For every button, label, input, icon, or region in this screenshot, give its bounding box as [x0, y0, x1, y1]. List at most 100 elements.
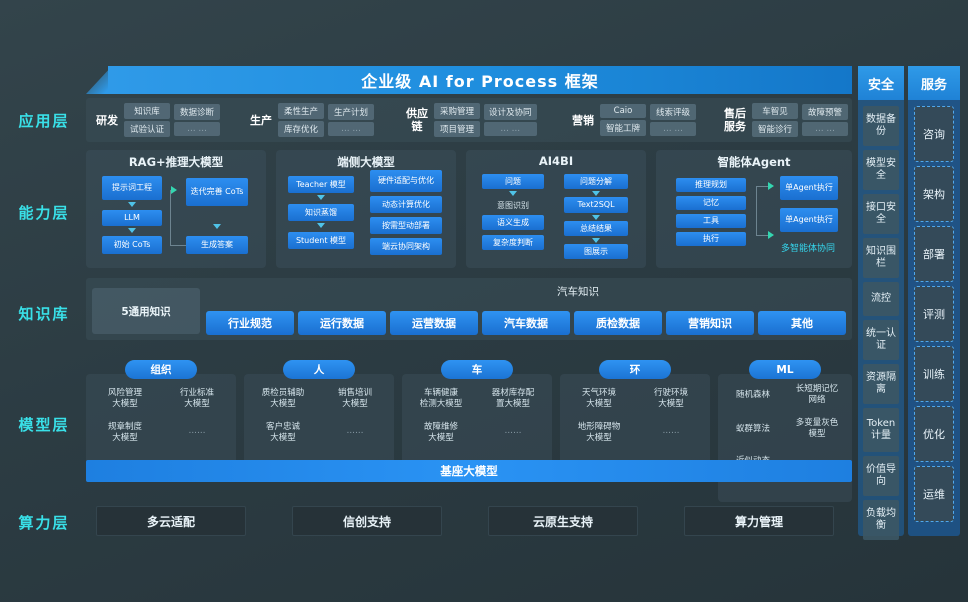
service-item-optimization[interactable]: 优化: [914, 406, 954, 462]
model-card-organization[interactable]: 风险管理 大模型 规章制度 大模型 行业标准 大模型 ……: [86, 374, 236, 472]
cap-node[interactable]: 初始 CoTs: [102, 236, 162, 254]
app-chip[interactable]: Caio: [600, 104, 646, 118]
model-card-vehicle[interactable]: 车辆健康 检测大模型 故障维修 大模型 器材库存配 置大模型 ……: [402, 374, 552, 472]
service-item-training[interactable]: 训练: [914, 346, 954, 402]
model-item[interactable]: 行驶环境 大模型: [653, 388, 688, 409]
app-chip[interactable]: 智能工牌: [600, 120, 646, 136]
cap-node[interactable]: 复杂度判断: [482, 235, 544, 250]
security-item-value[interactable]: 价值导向: [863, 456, 899, 496]
capability-card-agent[interactable]: 智能体Agent 推理规划 记忆 工具 执行 单Agent执行 单Agent执行…: [656, 150, 852, 268]
cap-node[interactable]: 问题: [482, 174, 544, 189]
app-group-production[interactable]: 生产 柔性生产 库存优化 生产计划 … …: [248, 102, 378, 138]
cap-node[interactable]: 单Agent执行: [780, 208, 838, 232]
model-item[interactable]: 客户忠诚 大模型: [265, 422, 300, 443]
compute-chip-cloudnative[interactable]: 云原生支持: [488, 506, 638, 536]
model-card-environment[interactable]: 天气环境 大模型 地形障碍物 大模型 行驶环境 大模型 ……: [560, 374, 710, 472]
app-chip[interactable]: 项目管理: [434, 121, 480, 137]
cap-node[interactable]: 生成答案: [186, 236, 248, 254]
model-item[interactable]: 多变量灰色 模型: [795, 418, 839, 439]
cap-node[interactable]: 图展示: [564, 244, 628, 259]
model-item[interactable]: 随机森林: [735, 390, 770, 400]
app-chip[interactable]: 设计及协同: [484, 104, 537, 120]
model-item[interactable]: 长短期记忆 网络: [795, 384, 839, 405]
compute-chip-xinchuang[interactable]: 信创支持: [292, 506, 442, 536]
app-chip[interactable]: 柔性生产: [278, 103, 324, 119]
service-item-operations[interactable]: 运维: [914, 466, 954, 522]
model-pill-people[interactable]: 人: [283, 360, 355, 379]
app-chip[interactable]: 故障预警: [802, 104, 848, 120]
app-chip[interactable]: 采购管理: [434, 103, 480, 119]
app-group-marketing[interactable]: 营销 Caio 智能工牌 线索评级 … …: [570, 102, 700, 138]
model-item[interactable]: 故障维修 大模型: [423, 422, 458, 443]
security-item-token[interactable]: Token计量: [863, 408, 899, 452]
security-item-backup[interactable]: 数据备份: [863, 106, 899, 146]
cap-node[interactable]: 端云协同架构: [370, 238, 442, 255]
cap-node[interactable]: 记忆: [676, 196, 746, 210]
security-item-api[interactable]: 接口安全: [863, 194, 899, 234]
cap-node[interactable]: 总结结果: [564, 221, 628, 236]
knowledge-chip[interactable]: 汽车数据: [482, 311, 570, 335]
cap-node[interactable]: 单Agent执行: [780, 176, 838, 200]
app-chip[interactable]: 智能诊行: [752, 121, 798, 137]
cap-node[interactable]: Text2SQL: [564, 197, 628, 213]
model-item[interactable]: 规章制度 大模型: [107, 422, 142, 443]
capability-card-edge-model[interactable]: 端侧大模型 Teacher 模型 知识蒸馏 Student 模型 硬件适配与优化…: [276, 150, 456, 268]
security-item-isolation[interactable]: 资源隔离: [863, 364, 899, 404]
service-item-architecture[interactable]: 架构: [914, 166, 954, 222]
model-item[interactable]: 行业标准 大模型: [179, 388, 214, 409]
app-chip[interactable]: 知识库: [124, 103, 170, 119]
model-pill-ml[interactable]: ML: [749, 360, 821, 379]
cap-node[interactable]: 按需型动部署: [370, 217, 442, 234]
cap-node[interactable]: 知识蒸馏: [288, 204, 354, 221]
model-item[interactable]: 器材库存配 置大模型: [491, 388, 535, 409]
model-item[interactable]: 质检员辅助 大模型: [261, 388, 305, 409]
app-group-after-sales[interactable]: 售后服务 车智见 智能诊行 故障预警 … …: [722, 102, 852, 138]
cap-node[interactable]: Student 模型: [288, 232, 354, 249]
cap-node[interactable]: 迭代完善 CoTs: [186, 178, 248, 206]
knowledge-chip[interactable]: 其他: [758, 311, 846, 335]
capability-card-rag[interactable]: RAG+推理大模型 提示词工程 LLM 初始 CoTs 迭代完善 CoTs 生成…: [86, 150, 266, 268]
service-item-evaluation[interactable]: 评测: [914, 286, 954, 342]
security-item-sso[interactable]: 统一认证: [863, 320, 899, 360]
cap-node[interactable]: Teacher 模型: [288, 176, 354, 193]
security-item-model[interactable]: 模型安全: [863, 150, 899, 190]
cap-node[interactable]: 工具: [676, 214, 746, 228]
app-group-rd[interactable]: 研发 知识库 试验认证 数据诊断 … …: [94, 102, 224, 138]
compute-chip-multicloud[interactable]: 多云适配: [96, 506, 246, 536]
cap-node[interactable]: LLM: [102, 210, 162, 226]
knowledge-chip[interactable]: 营销知识: [666, 311, 754, 335]
app-chip[interactable]: 线索评级: [650, 104, 696, 120]
model-item[interactable]: 风险管理 大模型: [107, 388, 142, 409]
security-item-flowctrl[interactable]: 流控: [863, 282, 899, 316]
model-pill-organization[interactable]: 组织: [125, 360, 197, 379]
knowledge-chip[interactable]: 运营数据: [390, 311, 478, 335]
app-chip[interactable]: 生产计划: [328, 104, 374, 120]
model-item[interactable]: 销售培训 大模型: [337, 388, 372, 409]
knowledge-chip[interactable]: 行业规范: [206, 311, 294, 335]
cap-node[interactable]: 动态计算优化: [370, 196, 442, 213]
service-item-deployment[interactable]: 部署: [914, 226, 954, 282]
model-pill-vehicle[interactable]: 车: [441, 360, 513, 379]
model-item[interactable]: 车辆健康 检测大模型: [419, 388, 463, 409]
model-card-people[interactable]: 质检员辅助 大模型 客户忠诚 大模型 销售培训 大模型 ……: [244, 374, 394, 472]
cap-node[interactable]: 语义生成: [482, 215, 544, 230]
model-item[interactable]: 地形障碍物 大模型: [577, 422, 621, 443]
base-model-bar[interactable]: 基座大模型: [86, 460, 852, 482]
cap-node[interactable]: 提示词工程: [102, 176, 162, 200]
cap-node[interactable]: 推理规划: [676, 178, 746, 192]
service-item-consulting[interactable]: 咨询: [914, 106, 954, 162]
app-chip[interactable]: 车智见: [752, 103, 798, 119]
security-item-loadbal[interactable]: 负载均衡: [863, 500, 899, 540]
cap-node[interactable]: 问题分解: [564, 174, 628, 189]
app-chip[interactable]: 试验认证: [124, 121, 170, 137]
app-chip[interactable]: 数据诊断: [174, 104, 220, 120]
capability-card-ai4bi[interactable]: AI4BI 问题 意图识别 语义生成 复杂度判断 问题分解 Text2SQL 总…: [466, 150, 646, 268]
app-group-supply-chain[interactable]: 供应链 采购管理 项目管理 设计及协同 … …: [404, 102, 541, 138]
model-pill-environment[interactable]: 环: [599, 360, 671, 379]
security-item-guardrail[interactable]: 知识围栏: [863, 238, 899, 278]
knowledge-chip[interactable]: 质检数据: [574, 311, 662, 335]
knowledge-chip[interactable]: 运行数据: [298, 311, 386, 335]
app-chip[interactable]: 库存优化: [278, 121, 324, 137]
cap-node[interactable]: 硬件适配与优化: [370, 170, 442, 192]
